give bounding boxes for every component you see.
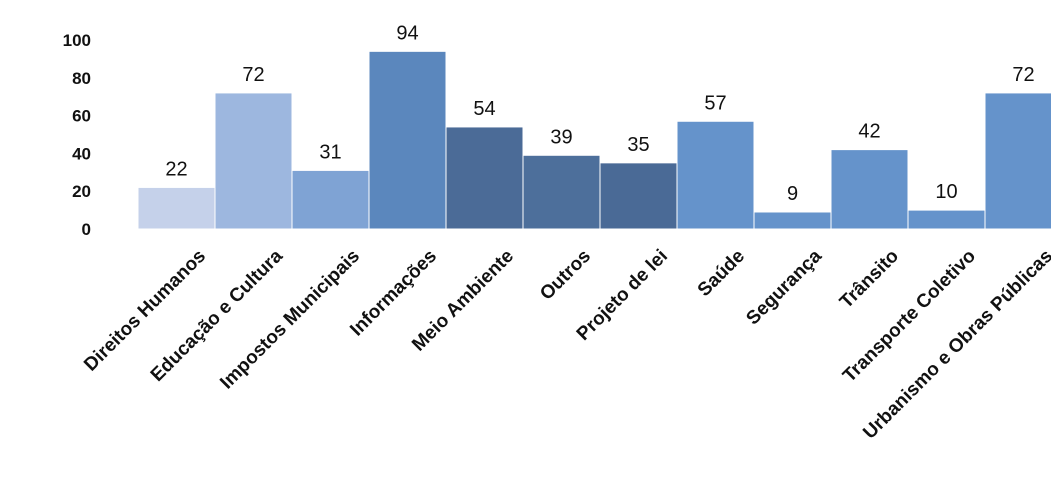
bar bbox=[599, 162, 678, 230]
y-tick-label: 20 bbox=[72, 182, 91, 201]
data-label: 57 bbox=[704, 92, 726, 114]
x-tick-label: Segurança bbox=[742, 245, 826, 329]
bar bbox=[368, 50, 447, 230]
y-tick-label: 100 bbox=[63, 31, 91, 50]
x-tick-label: Saúde bbox=[694, 246, 749, 301]
data-label: 42 bbox=[858, 121, 880, 143]
data-label: 10 bbox=[935, 181, 957, 203]
data-label: 22 bbox=[165, 158, 187, 180]
bar bbox=[522, 154, 601, 230]
data-label: 94 bbox=[396, 22, 418, 44]
x-tick-label: Educação e Cultura bbox=[147, 245, 288, 386]
bar bbox=[984, 92, 1051, 230]
bar bbox=[753, 211, 832, 230]
bar bbox=[830, 149, 909, 230]
y-tick-label: 80 bbox=[72, 69, 91, 88]
data-label: 39 bbox=[550, 126, 572, 148]
data-label: 72 bbox=[1012, 64, 1034, 86]
data-label: 72 bbox=[242, 64, 264, 86]
data-label: 54 bbox=[473, 98, 495, 120]
bar bbox=[445, 126, 524, 230]
bar bbox=[907, 209, 986, 230]
data-labels: 22 72 31 94 54 39 35 57 9 42 10 72 bbox=[165, 22, 1034, 205]
data-label: 9 bbox=[787, 183, 798, 205]
bar bbox=[214, 92, 293, 230]
bar bbox=[137, 186, 216, 230]
x-tick-label: Transporte Coletivo bbox=[839, 246, 980, 387]
bars bbox=[137, 50, 1051, 230]
y-tick-label: 60 bbox=[72, 107, 91, 126]
data-label: 31 bbox=[319, 141, 341, 163]
data-label: 35 bbox=[627, 134, 649, 156]
x-tick-label: Trânsito bbox=[836, 246, 903, 313]
y-tick-label: 40 bbox=[72, 144, 91, 163]
bar bbox=[676, 120, 755, 230]
y-tick-label: 0 bbox=[82, 220, 91, 239]
bar bbox=[291, 169, 370, 230]
y-axis: 0 20 40 60 80 100 bbox=[63, 31, 91, 239]
x-tick-label: Outros bbox=[536, 246, 595, 305]
x-tick-label: Impostos Municipais bbox=[216, 246, 364, 394]
